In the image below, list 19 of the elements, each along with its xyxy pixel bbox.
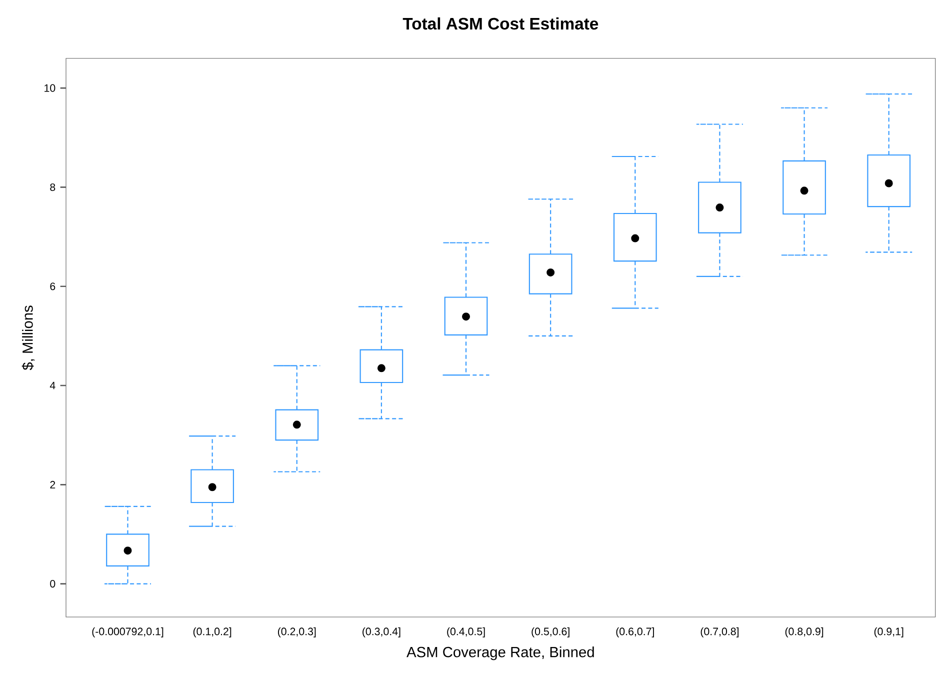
x-tick-label: (-0.000792,0.1]	[92, 627, 164, 638]
x-tick-label: (0.4,0.5]	[447, 627, 485, 638]
x-tick-label: (0.8,0.9]	[785, 627, 824, 638]
y-tick-label: 8	[50, 183, 56, 191]
x-tick-label: (0.5,0.6]	[532, 627, 570, 638]
x-axis-title: ASM Coverage Rate, Binned	[406, 646, 594, 660]
y-tick-label: 2	[50, 480, 56, 488]
chart-title: Total ASM Cost Estimate	[402, 17, 598, 30]
x-tick-label: (0.6,0.7]	[616, 627, 654, 638]
x-tick-label: (0.9,1]	[874, 627, 904, 638]
x-tick-label: (0.1,0.2]	[193, 627, 232, 638]
y-tick-label: 10	[44, 84, 56, 92]
x-tick-label: (0.7,0.8]	[700, 627, 739, 638]
y-tick-label: 4	[50, 382, 56, 390]
x-tick-label: (0.3,0.4]	[362, 627, 400, 638]
y-tick-label: 6	[50, 282, 56, 290]
y-axis-title: $, Millions	[22, 306, 35, 370]
x-tick-label: (0.2,0.3]	[278, 627, 316, 638]
y-tick-label: 0	[50, 580, 56, 588]
